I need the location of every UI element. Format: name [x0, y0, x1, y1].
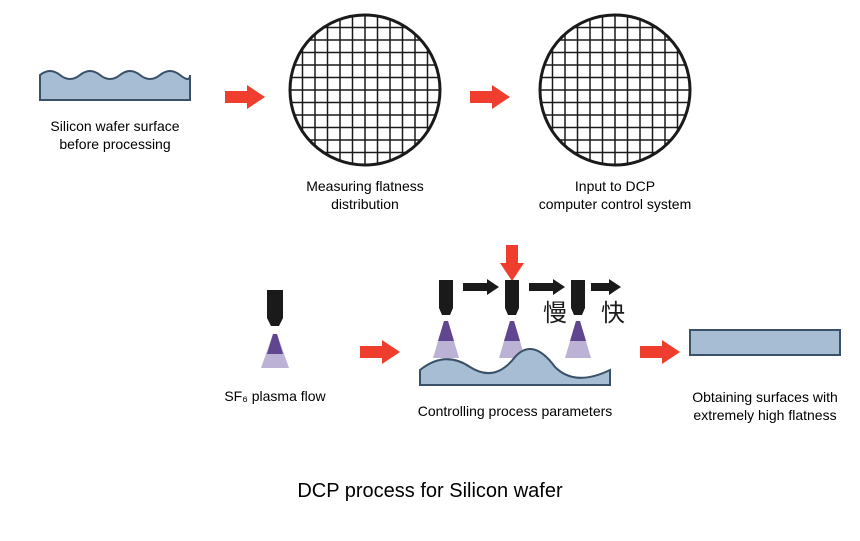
arrow-2 [470, 85, 510, 109]
caption-plasma: SF₆ plasma flow [210, 388, 340, 406]
stage-plasma: SF₆ plasma flow [210, 290, 340, 406]
cjk-fast-text: 快 [601, 300, 625, 327]
plasma-nozzle-icon [245, 290, 305, 380]
caption-result: Obtaining surfaces with extremely high f… [680, 389, 850, 424]
arrow-4 [360, 340, 400, 364]
caption-input-dcp: Input to DCP computer control system [530, 178, 700, 213]
input-dcp-wafer-icon [535, 10, 695, 170]
result-wafer-icon [685, 320, 845, 365]
measure-wafer-icon [285, 10, 445, 170]
diagram-title: DCP process for Silicon wafer [0, 480, 860, 503]
stage-control: 慢 快 Controlling process parameters [400, 275, 630, 421]
stage-wafer-before: Silicon wafer surface before processing [30, 55, 200, 153]
control-process-icon: 慢 快 [405, 275, 625, 395]
arrow-1 [225, 85, 265, 109]
arrow-5 [640, 340, 680, 364]
caption-measure: Measuring flatness distribution [280, 178, 450, 213]
stage-measure: Measuring flatness distribution [280, 10, 450, 213]
caption-control: Controlling process parameters [400, 403, 630, 421]
stage-result: Obtaining surfaces with extremely high f… [680, 320, 850, 424]
stage-input-dcp: Input to DCP computer control system [530, 10, 700, 213]
caption-wafer-before: Silicon wafer surface before processing [30, 118, 200, 153]
cjk-slow-text: 慢 [543, 300, 567, 327]
wafer-before-icon [35, 55, 195, 110]
